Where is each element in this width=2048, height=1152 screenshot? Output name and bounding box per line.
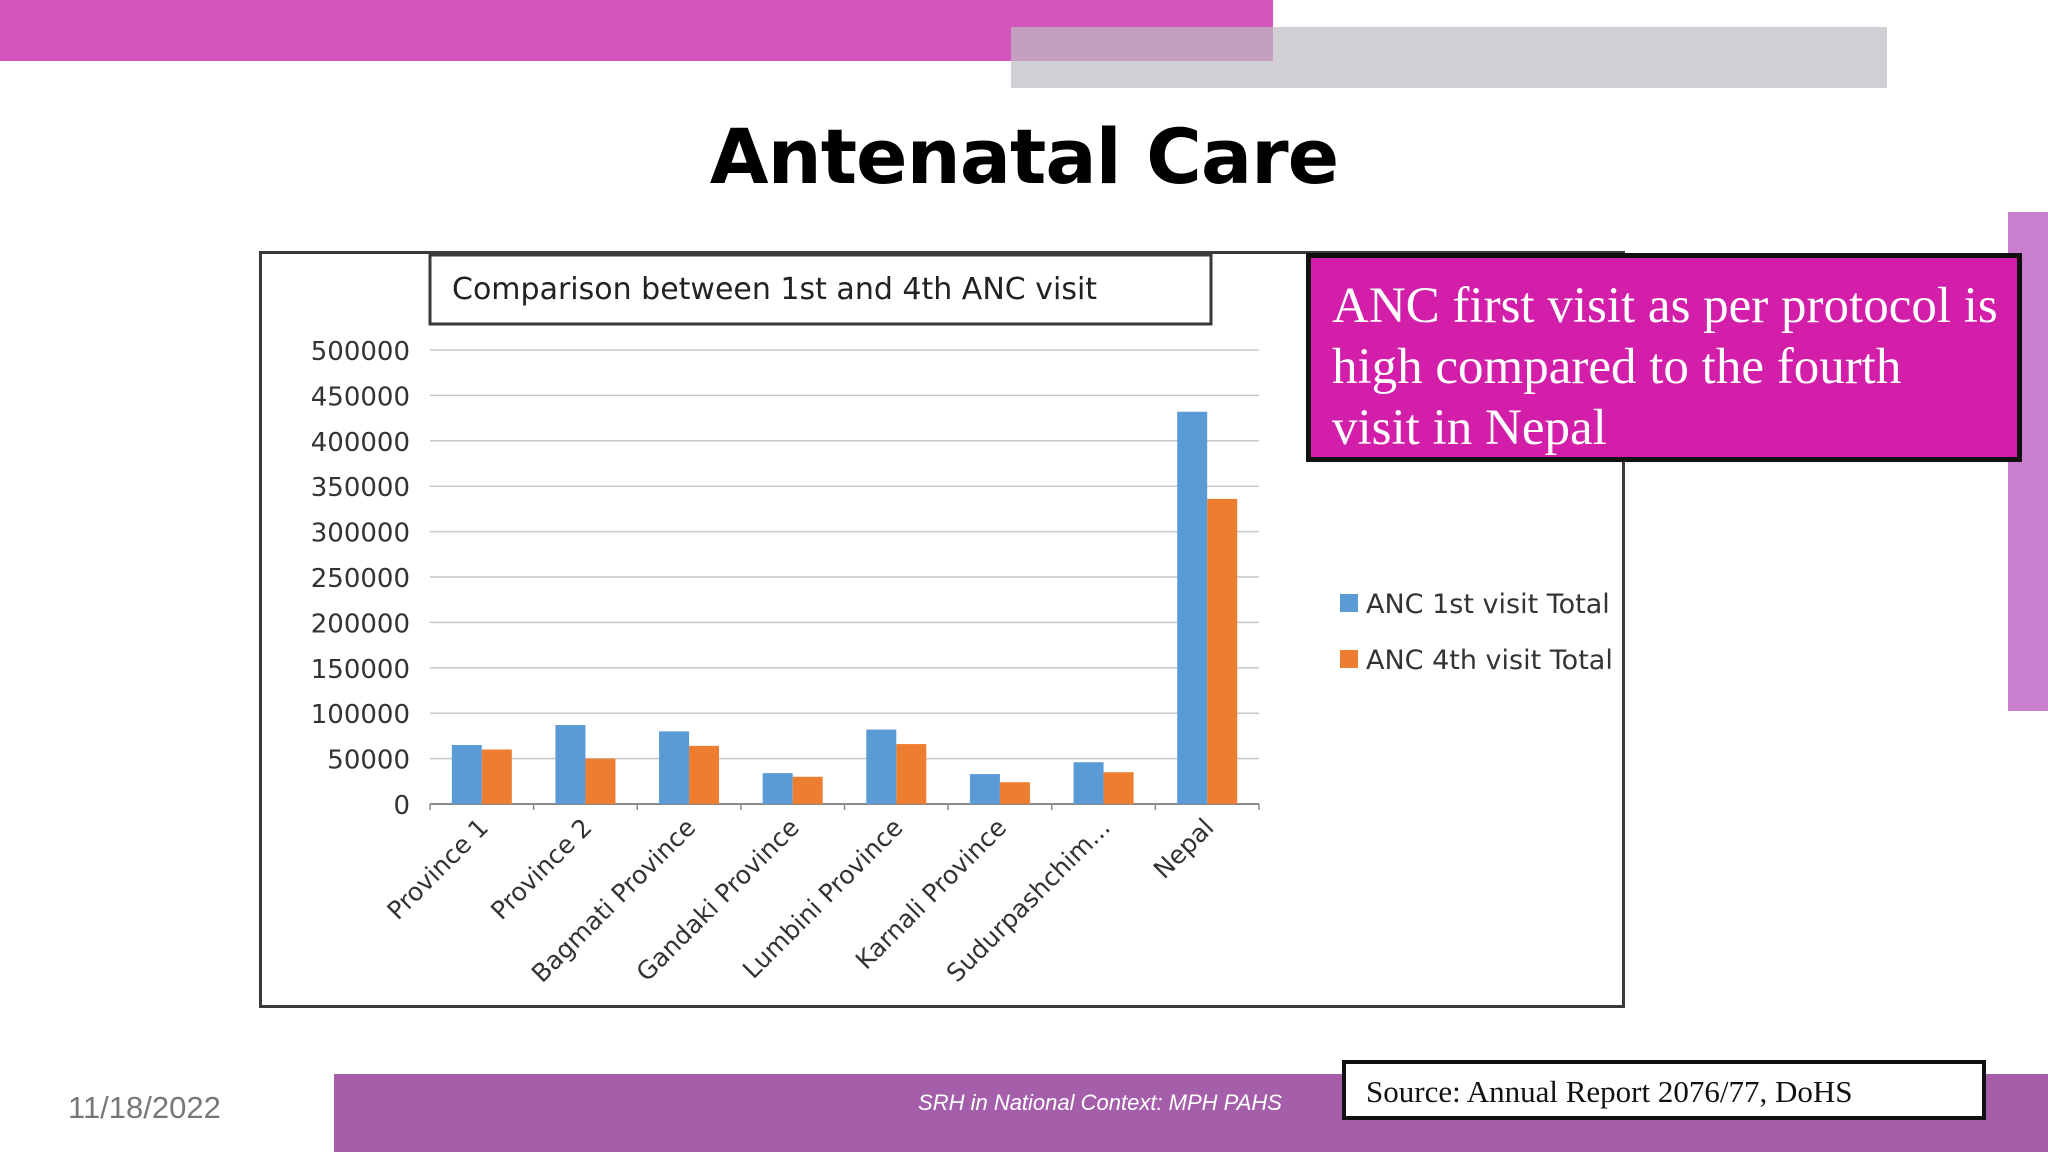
top-gray-bar xyxy=(1011,27,1887,88)
y-tick-label: 400000 xyxy=(311,428,410,458)
bar-anc-4th xyxy=(689,745,720,804)
y-tick-label: 0 xyxy=(393,791,410,821)
bar-chart: Comparison between 1st and 4th ANC visit… xyxy=(311,253,1613,988)
y-tick-label: 250000 xyxy=(311,564,410,594)
y-tick-label: 500000 xyxy=(311,337,410,367)
bar-anc-4th xyxy=(1207,498,1238,804)
source-note: Source: Annual Report 2076/77, DoHS xyxy=(1342,1060,1986,1120)
x-tick-label: Province 1 xyxy=(381,813,494,926)
footer-date: 11/18/2022 xyxy=(68,1090,221,1125)
slide-title: Antenatal Care xyxy=(709,112,1339,201)
bar-anc-1st xyxy=(866,729,897,804)
legend: ANC 1st visit Total ANC 4th visit Total xyxy=(1340,589,1613,676)
bar-anc-1st xyxy=(762,773,793,804)
x-tick-label: Province 2 xyxy=(485,813,598,926)
legend-label: ANC 4th visit Total xyxy=(1366,645,1613,676)
y-tick-label: 50000 xyxy=(327,746,410,776)
y-tick-label: 350000 xyxy=(311,473,410,503)
bar-anc-4th xyxy=(999,782,1030,804)
chart-title-box xyxy=(428,253,1213,326)
y-axis-ticks: 0 50000 100000 150000 200000 250000 300000 3500… xyxy=(311,337,410,821)
bar-anc-1st xyxy=(1073,762,1104,804)
callout-box: ANC first visit as per protocol is high … xyxy=(1306,253,2022,462)
bars xyxy=(451,411,1238,804)
bar-anc-1st xyxy=(659,731,690,804)
x-tick-label: Nepal xyxy=(1148,813,1220,885)
bar-anc-4th xyxy=(585,758,616,804)
gridlines xyxy=(429,349,1260,810)
bar-anc-1st xyxy=(451,744,482,804)
footer-text: SRH in National Context: MPH PAHS xyxy=(918,1090,1282,1115)
y-tick-label: 450000 xyxy=(311,382,410,412)
y-tick-label: 150000 xyxy=(311,655,410,685)
bar-anc-4th xyxy=(792,776,823,804)
bar-anc-4th xyxy=(481,749,512,804)
legend-swatch xyxy=(1340,650,1358,668)
bar-anc-1st xyxy=(969,774,1000,804)
bar-anc-4th xyxy=(896,744,927,804)
y-tick-label: 200000 xyxy=(311,609,410,639)
y-tick-label: 300000 xyxy=(311,519,410,549)
legend-swatch xyxy=(1340,594,1358,612)
bar-anc-4th xyxy=(1103,772,1134,804)
chart-title: Comparison between 1st and 4th ANC visit xyxy=(452,272,1097,307)
legend-label: ANC 1st visit Total xyxy=(1366,589,1610,620)
bar-anc-1st xyxy=(1177,411,1208,804)
bar-anc-1st xyxy=(555,725,586,804)
y-tick-label: 100000 xyxy=(311,700,410,730)
